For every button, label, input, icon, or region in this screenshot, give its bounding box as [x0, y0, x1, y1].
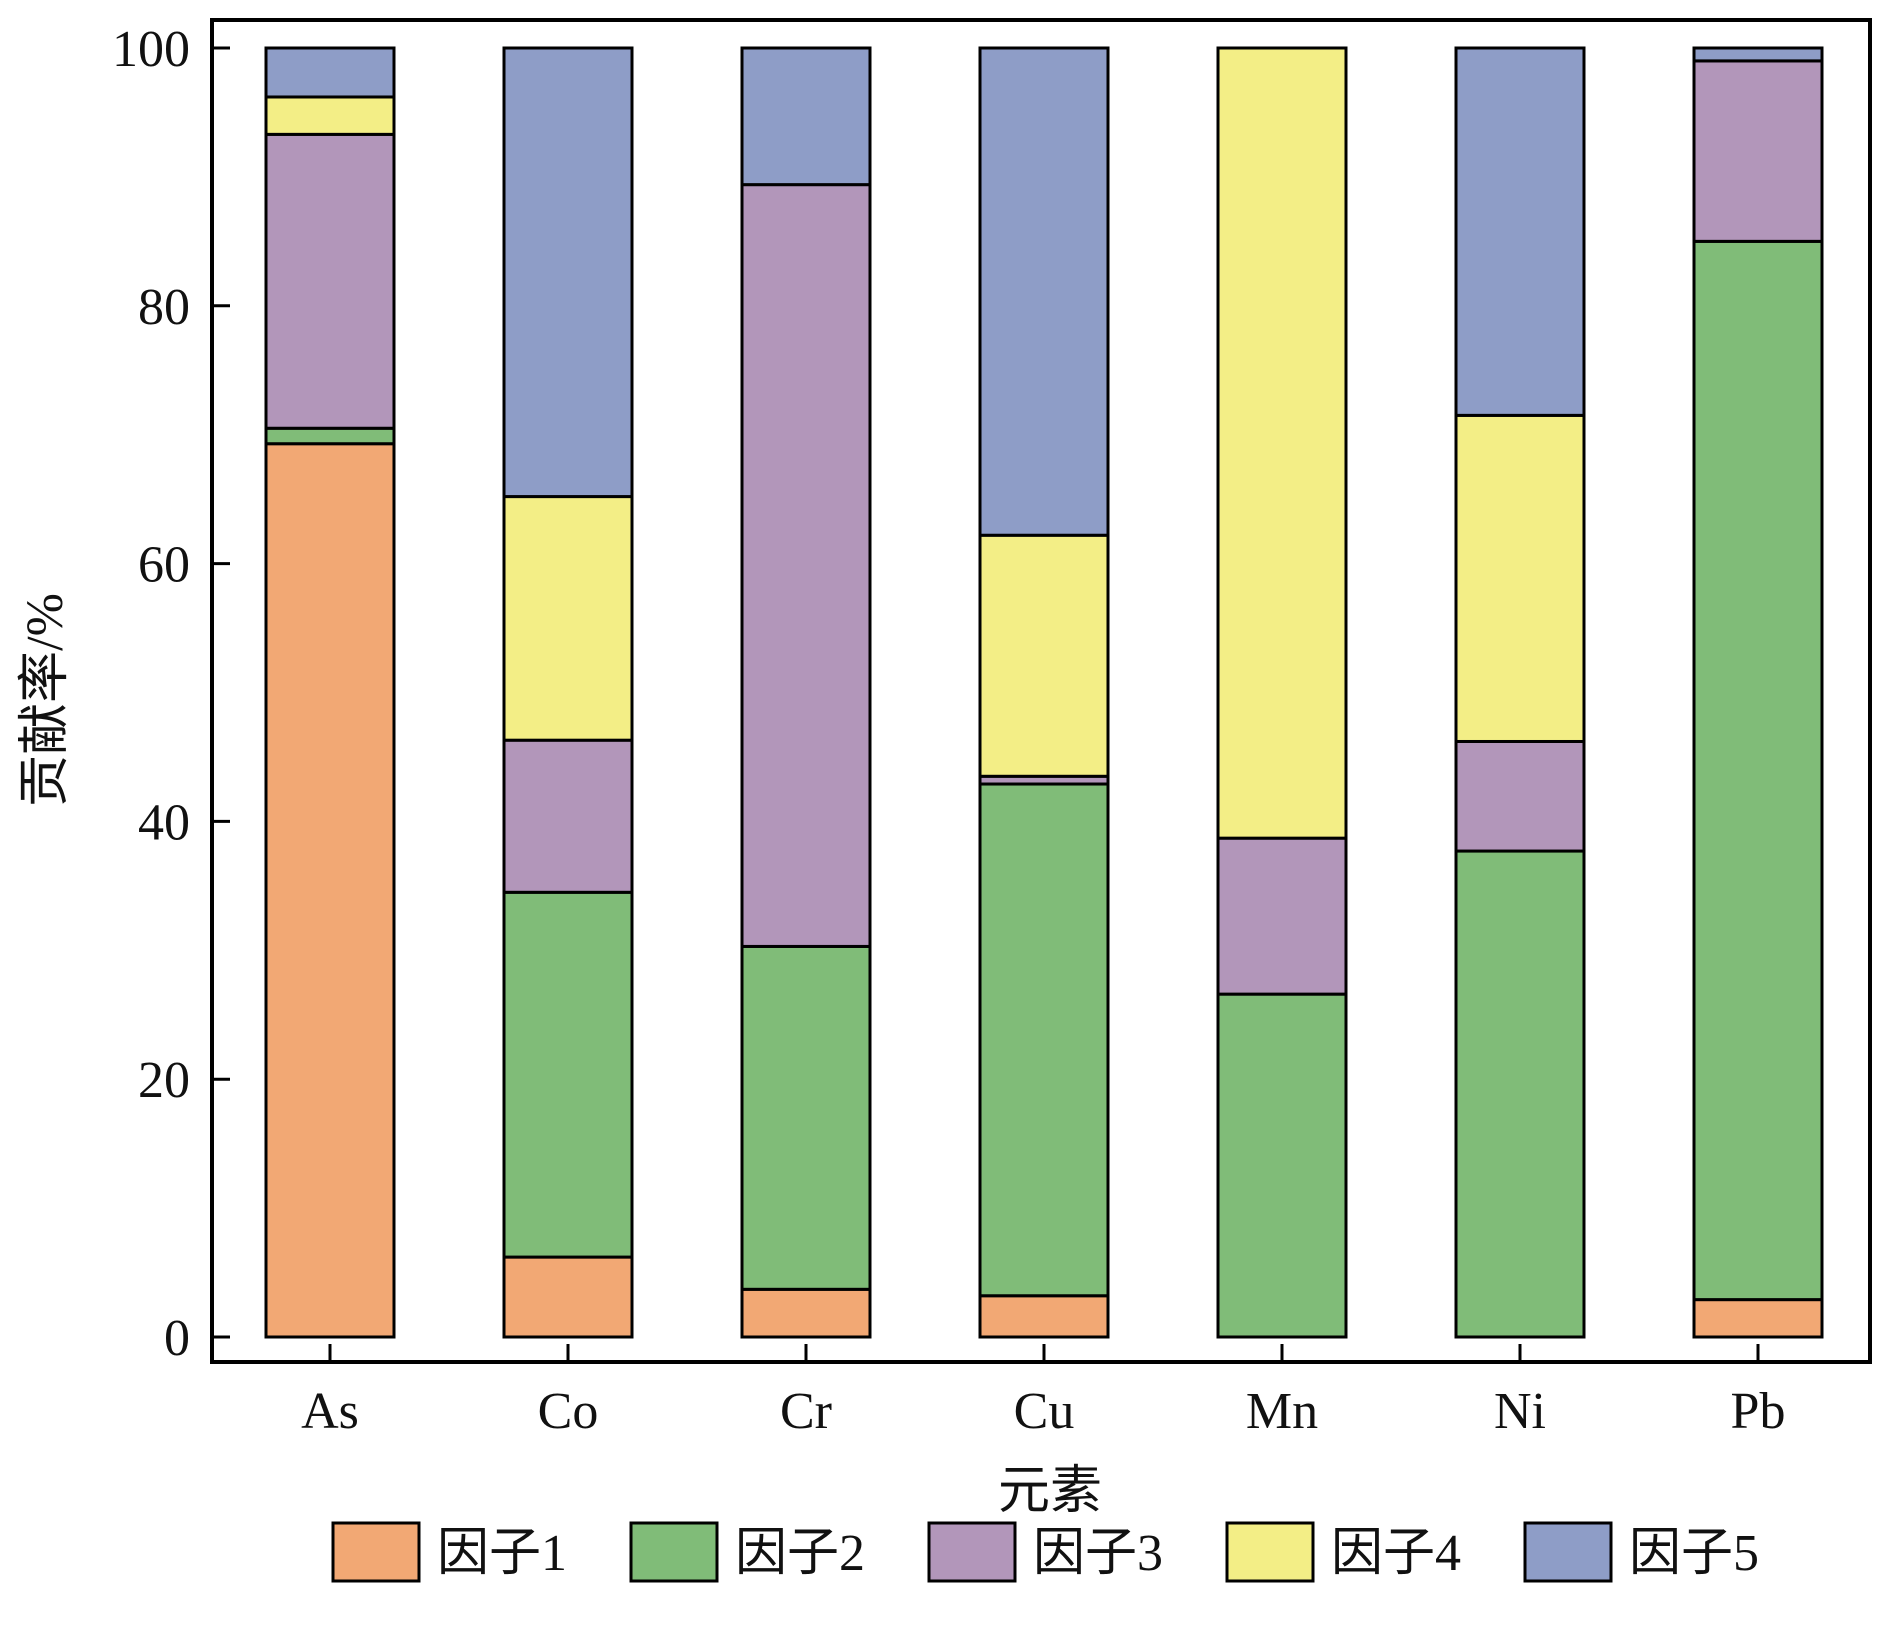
bar-segment-mn-factor4 — [1216, 46, 1348, 840]
x-tick-label-cr: Cr — [780, 1383, 832, 1440]
bar-segment-co-factor1 — [502, 1255, 634, 1339]
legend: 因子1 因子2 因子3 因子4 因子5 — [331, 1521, 1759, 1583]
legend-swatch-factor3 — [927, 1521, 1017, 1583]
x-tick-label-ni: Ni — [1494, 1383, 1546, 1440]
x-tick-label-cu: Cu — [1014, 1383, 1075, 1440]
y-tick-label-60: 60 — [138, 537, 190, 594]
bar-segment-as-factor1 — [264, 442, 396, 1339]
legend-label-factor5: 因子5 — [1629, 1525, 1759, 1582]
bars-layer — [264, 46, 1824, 1339]
legend-label-factor2: 因子2 — [735, 1525, 865, 1582]
legend-swatch-factor2 — [629, 1521, 719, 1583]
bar-segment-as-factor3 — [264, 132, 396, 430]
bar-segment-ni-factor4 — [1454, 413, 1586, 743]
bar-segment-cu-factor4 — [978, 533, 1110, 778]
bar-segment-cu-factor2 — [978, 782, 1110, 1298]
y-tick-label-20: 20 — [138, 1052, 190, 1109]
legend-swatch-factor5 — [1523, 1521, 1613, 1583]
bar-segment-mn-factor2 — [1216, 992, 1348, 1339]
bar-segment-cr-factor2 — [740, 944, 872, 1291]
bar-segment-ni-factor5 — [1454, 46, 1586, 417]
y-axis-ticks: 0 20 40 60 80 100 — [112, 21, 230, 1367]
x-tick-label-as: As — [301, 1383, 359, 1440]
y-tick-label-40: 40 — [138, 794, 190, 851]
bar-segment-ni-factor3 — [1454, 739, 1586, 853]
bar-segment-mn-factor3 — [1216, 836, 1348, 996]
legend-swatch-factor4 — [1225, 1521, 1315, 1583]
legend-label-factor1: 因子1 — [437, 1525, 567, 1582]
bar-segment-pb-factor5 — [1692, 46, 1824, 63]
legend-label-factor3: 因子3 — [1033, 1525, 1163, 1582]
bar-segment-co-factor3 — [502, 738, 634, 894]
y-tick-label-0: 0 — [164, 1310, 190, 1367]
bar-segment-ni-factor2 — [1454, 849, 1586, 1339]
y-axis-title: 贡献率/% — [17, 593, 74, 807]
x-tick-label-mn: Mn — [1246, 1383, 1318, 1440]
bar-segment-pb-factor1 — [1692, 1298, 1824, 1339]
bar-segment-as-factor4 — [264, 95, 396, 136]
x-axis-ticks: As Co Cr Cu Mn Ni Pb — [301, 1344, 1785, 1440]
bar-segment-cu-factor5 — [978, 46, 1110, 537]
bar-segment-co-factor5 — [502, 46, 634, 499]
bar-segment-pb-factor3 — [1692, 59, 1824, 243]
y-tick-label-100: 100 — [112, 21, 190, 78]
x-tick-label-co: Co — [538, 1383, 599, 1440]
legend-swatch-factor1 — [331, 1521, 421, 1583]
bar-segment-cu-factor1 — [978, 1294, 1110, 1339]
bar-segment-cr-factor3 — [740, 183, 872, 948]
bar-segment-as-factor5 — [264, 46, 396, 99]
legend-label-factor4: 因子4 — [1331, 1525, 1461, 1582]
bar-segment-pb-factor2 — [1692, 239, 1824, 1302]
y-tick-label-80: 80 — [138, 279, 190, 336]
bar-segment-cr-factor5 — [740, 46, 872, 187]
x-tick-label-pb: Pb — [1731, 1383, 1786, 1440]
x-axis-title: 元素 — [998, 1463, 1102, 1520]
bar-segment-co-factor2 — [502, 890, 634, 1259]
bar-segment-cr-factor1 — [740, 1287, 872, 1339]
plot-frame — [210, 18, 1872, 1364]
bar-segment-as-factor2 — [264, 426, 396, 446]
bar-segment-co-factor4 — [502, 495, 634, 742]
